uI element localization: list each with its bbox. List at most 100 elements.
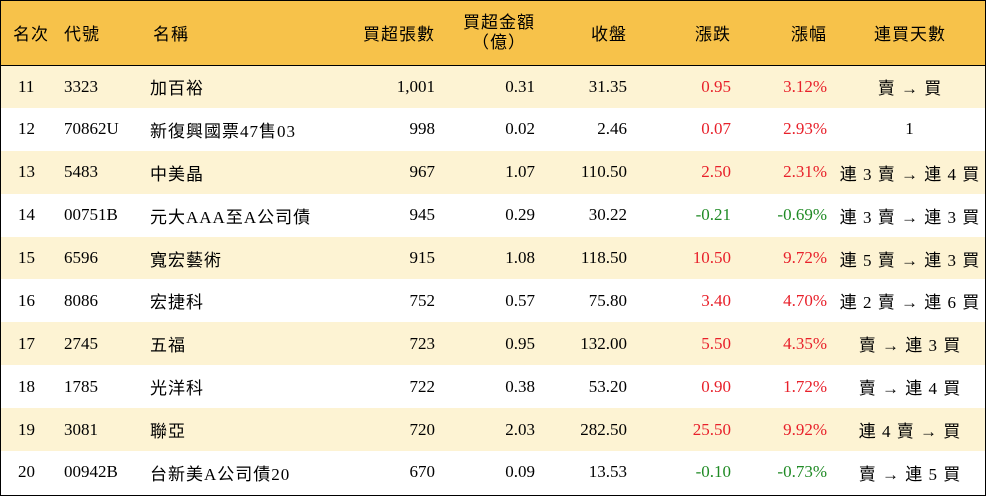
cell-code: 5483 (64, 162, 98, 182)
cell-code: 70862U (64, 119, 119, 139)
cell-rank: 16 (18, 290, 35, 310)
cell-code: 1785 (64, 376, 98, 396)
cell-change-pct: 1.72% (783, 376, 827, 396)
cell-net-buy-amount: 0.09 (505, 462, 535, 482)
cell-close: 31.35 (588, 76, 627, 96)
cell-change: 5.50 (701, 333, 731, 353)
cell-change-pct: 2.93% (783, 119, 827, 139)
header-net-buy-amount-line1: 買超金額 (463, 12, 535, 32)
cell-code: 00942B (64, 462, 118, 482)
cell-name: 五福 (150, 336, 186, 356)
cell-net-buy-shares: 723 (409, 333, 436, 353)
cell-close: 30.22 (588, 205, 627, 225)
table-row: 19 3081 聯亞 720 2.03 282.50 25.50 9.92% 連 4 賣 → 買 (1, 408, 985, 452)
header-change: 漲跌 (695, 25, 731, 45)
cell-consecutive-days: 賣 → 買 (877, 79, 943, 99)
cell-rank: 14 (18, 205, 35, 225)
cell-name: 中美晶 (150, 164, 204, 184)
cell-net-buy-shares: 720 (409, 419, 436, 439)
cell-net-buy-amount: 1.08 (505, 248, 535, 267)
table-row: 18 1785 光洋科 722 0.38 53.20 0.90 1.72% 賣 → 連 4 買 (1, 365, 985, 409)
cell-net-buy-shares: 945 (409, 205, 436, 225)
cell-code: 00751B (64, 205, 118, 225)
header-change-pct: 漲幅 (791, 25, 827, 45)
table-row: 14 00751B 元大AAA至A公司債 945 0.29 30.22 -0.21 -0.69… (1, 193, 985, 237)
cell-close: 110.50 (580, 162, 627, 182)
cell-close: 13.53 (588, 462, 627, 482)
table-row: 11 3323 加百裕 1,001 0.31 31.35 0.95 3.12% 賣 → 買 (1, 65, 985, 108)
table-row: 12 70862U 新復興國票47售03 998 0.02 2.46 0.07 2.93% 1 (1, 107, 985, 151)
cell-change: 25.50 (692, 419, 731, 439)
cell-name: 聯亞 (150, 422, 186, 442)
cell-change: -0.10 (695, 462, 731, 482)
cell-rank: 18 (18, 376, 35, 396)
header-net-buy-amount-text: 買超金額 （億） (463, 13, 535, 53)
cell-close: 75.80 (588, 290, 627, 310)
header-consecutive-days: 連買天數 (874, 25, 946, 45)
table-row: 16 8086 宏捷科 752 0.57 75.80 3.40 4.70% 連 2 賣 → 連 … (1, 279, 985, 323)
table-body: 11 3323 加百裕 1,001 0.31 31.35 0.95 3.12% 賣 → 買 12 7… (1, 65, 985, 494)
cell-consecutive-days: 賣 → 連 3 買 (858, 336, 962, 356)
cell-rank: 13 (18, 162, 35, 182)
cell-rank: 17 (18, 333, 35, 353)
cell-close: 282.50 (580, 419, 627, 439)
cell-change-pct: 3.12% (783, 76, 827, 96)
cell-code: 6596 (64, 248, 98, 267)
cell-change: -0.21 (695, 205, 731, 225)
cell-change: 2.50 (701, 162, 731, 182)
cell-close: 132.00 (580, 333, 627, 353)
cell-name: 光洋科 (150, 379, 204, 399)
cell-consecutive-days: 連 3 賣 → 連 3 買 (839, 207, 981, 227)
cell-name: 宏捷科 (150, 293, 204, 313)
cell-net-buy-shares: 1,001 (396, 76, 435, 96)
cell-change: 3.40 (701, 290, 731, 310)
table-row: 17 2745 五福 723 0.95 132.00 5.50 4.35% 賣 → 連 3 買 (1, 322, 985, 366)
cell-net-buy-shares: 915 (409, 248, 436, 267)
cell-net-buy-shares: 752 (409, 290, 436, 310)
cell-change-pct: 2.31% (783, 162, 827, 182)
header-net-buy-amount: 買超金額 （億） (449, 1, 549, 65)
cell-net-buy-amount: 0.38 (505, 376, 535, 396)
cell-change: 0.90 (701, 376, 731, 396)
cell-consecutive-days: 連 3 賣 → 連 4 買 (839, 164, 981, 184)
header-rank: 名次 (13, 25, 49, 45)
table-row: 15 6596 寬宏藝術 915 1.08 118.50 10.50 9.72% 連 5 賣 →… (1, 236, 985, 280)
cell-consecutive-days: 連 2 賣 → 連 6 買 (839, 293, 981, 313)
cell-code: 3323 (64, 76, 98, 96)
cell-rank: 11 (18, 76, 35, 96)
cell-change: 10.50 (692, 248, 731, 267)
cell-net-buy-amount: 1.07 (505, 162, 535, 182)
cell-consecutive-days: 賣 → 連 5 買 (858, 464, 962, 484)
cell-code: 3081 (64, 419, 98, 439)
header-code: 代號 (64, 25, 100, 45)
header-name: 名稱 (153, 25, 189, 45)
cell-rank: 12 (18, 119, 35, 139)
cell-name: 加百裕 (150, 79, 204, 99)
cell-close: 53.20 (588, 376, 627, 396)
cell-net-buy-shares: 998 (409, 119, 436, 139)
header-net-buy-shares: 買超張數 (363, 25, 435, 45)
cell-change-pct: 4.70% (783, 290, 827, 310)
header-close: 收盤 (591, 25, 627, 45)
cell-code: 8086 (64, 290, 98, 310)
table-row: 13 5483 中美晶 967 1.07 110.50 2.50 2.31% 連 3 賣 → 連… (1, 150, 985, 194)
cell-net-buy-shares: 722 (409, 376, 436, 396)
cell-code: 2745 (64, 333, 98, 353)
cell-net-buy-shares: 670 (409, 462, 436, 482)
cell-net-buy-amount: 0.02 (505, 119, 535, 139)
cell-net-buy-amount: 2.03 (505, 419, 535, 439)
cell-net-buy-amount: 0.57 (505, 290, 535, 310)
cell-change-pct: -0.73% (777, 462, 827, 482)
cell-consecutive-days: 賣 → 連 4 買 (858, 379, 962, 399)
cell-net-buy-amount: 0.29 (505, 205, 535, 225)
cell-net-buy-amount: 0.95 (505, 333, 535, 353)
cell-name: 元大AAA至A公司債 (150, 207, 312, 227)
cell-net-buy-shares: 967 (409, 162, 436, 182)
cell-name: 寬宏藝術 (150, 250, 222, 270)
cell-close: 118.50 (580, 248, 627, 267)
cell-change-pct: 9.92% (783, 419, 827, 439)
cell-net-buy-amount: 0.31 (505, 76, 535, 96)
cell-name: 台新美A公司債20 (150, 464, 291, 484)
cell-rank: 20 (18, 462, 35, 482)
